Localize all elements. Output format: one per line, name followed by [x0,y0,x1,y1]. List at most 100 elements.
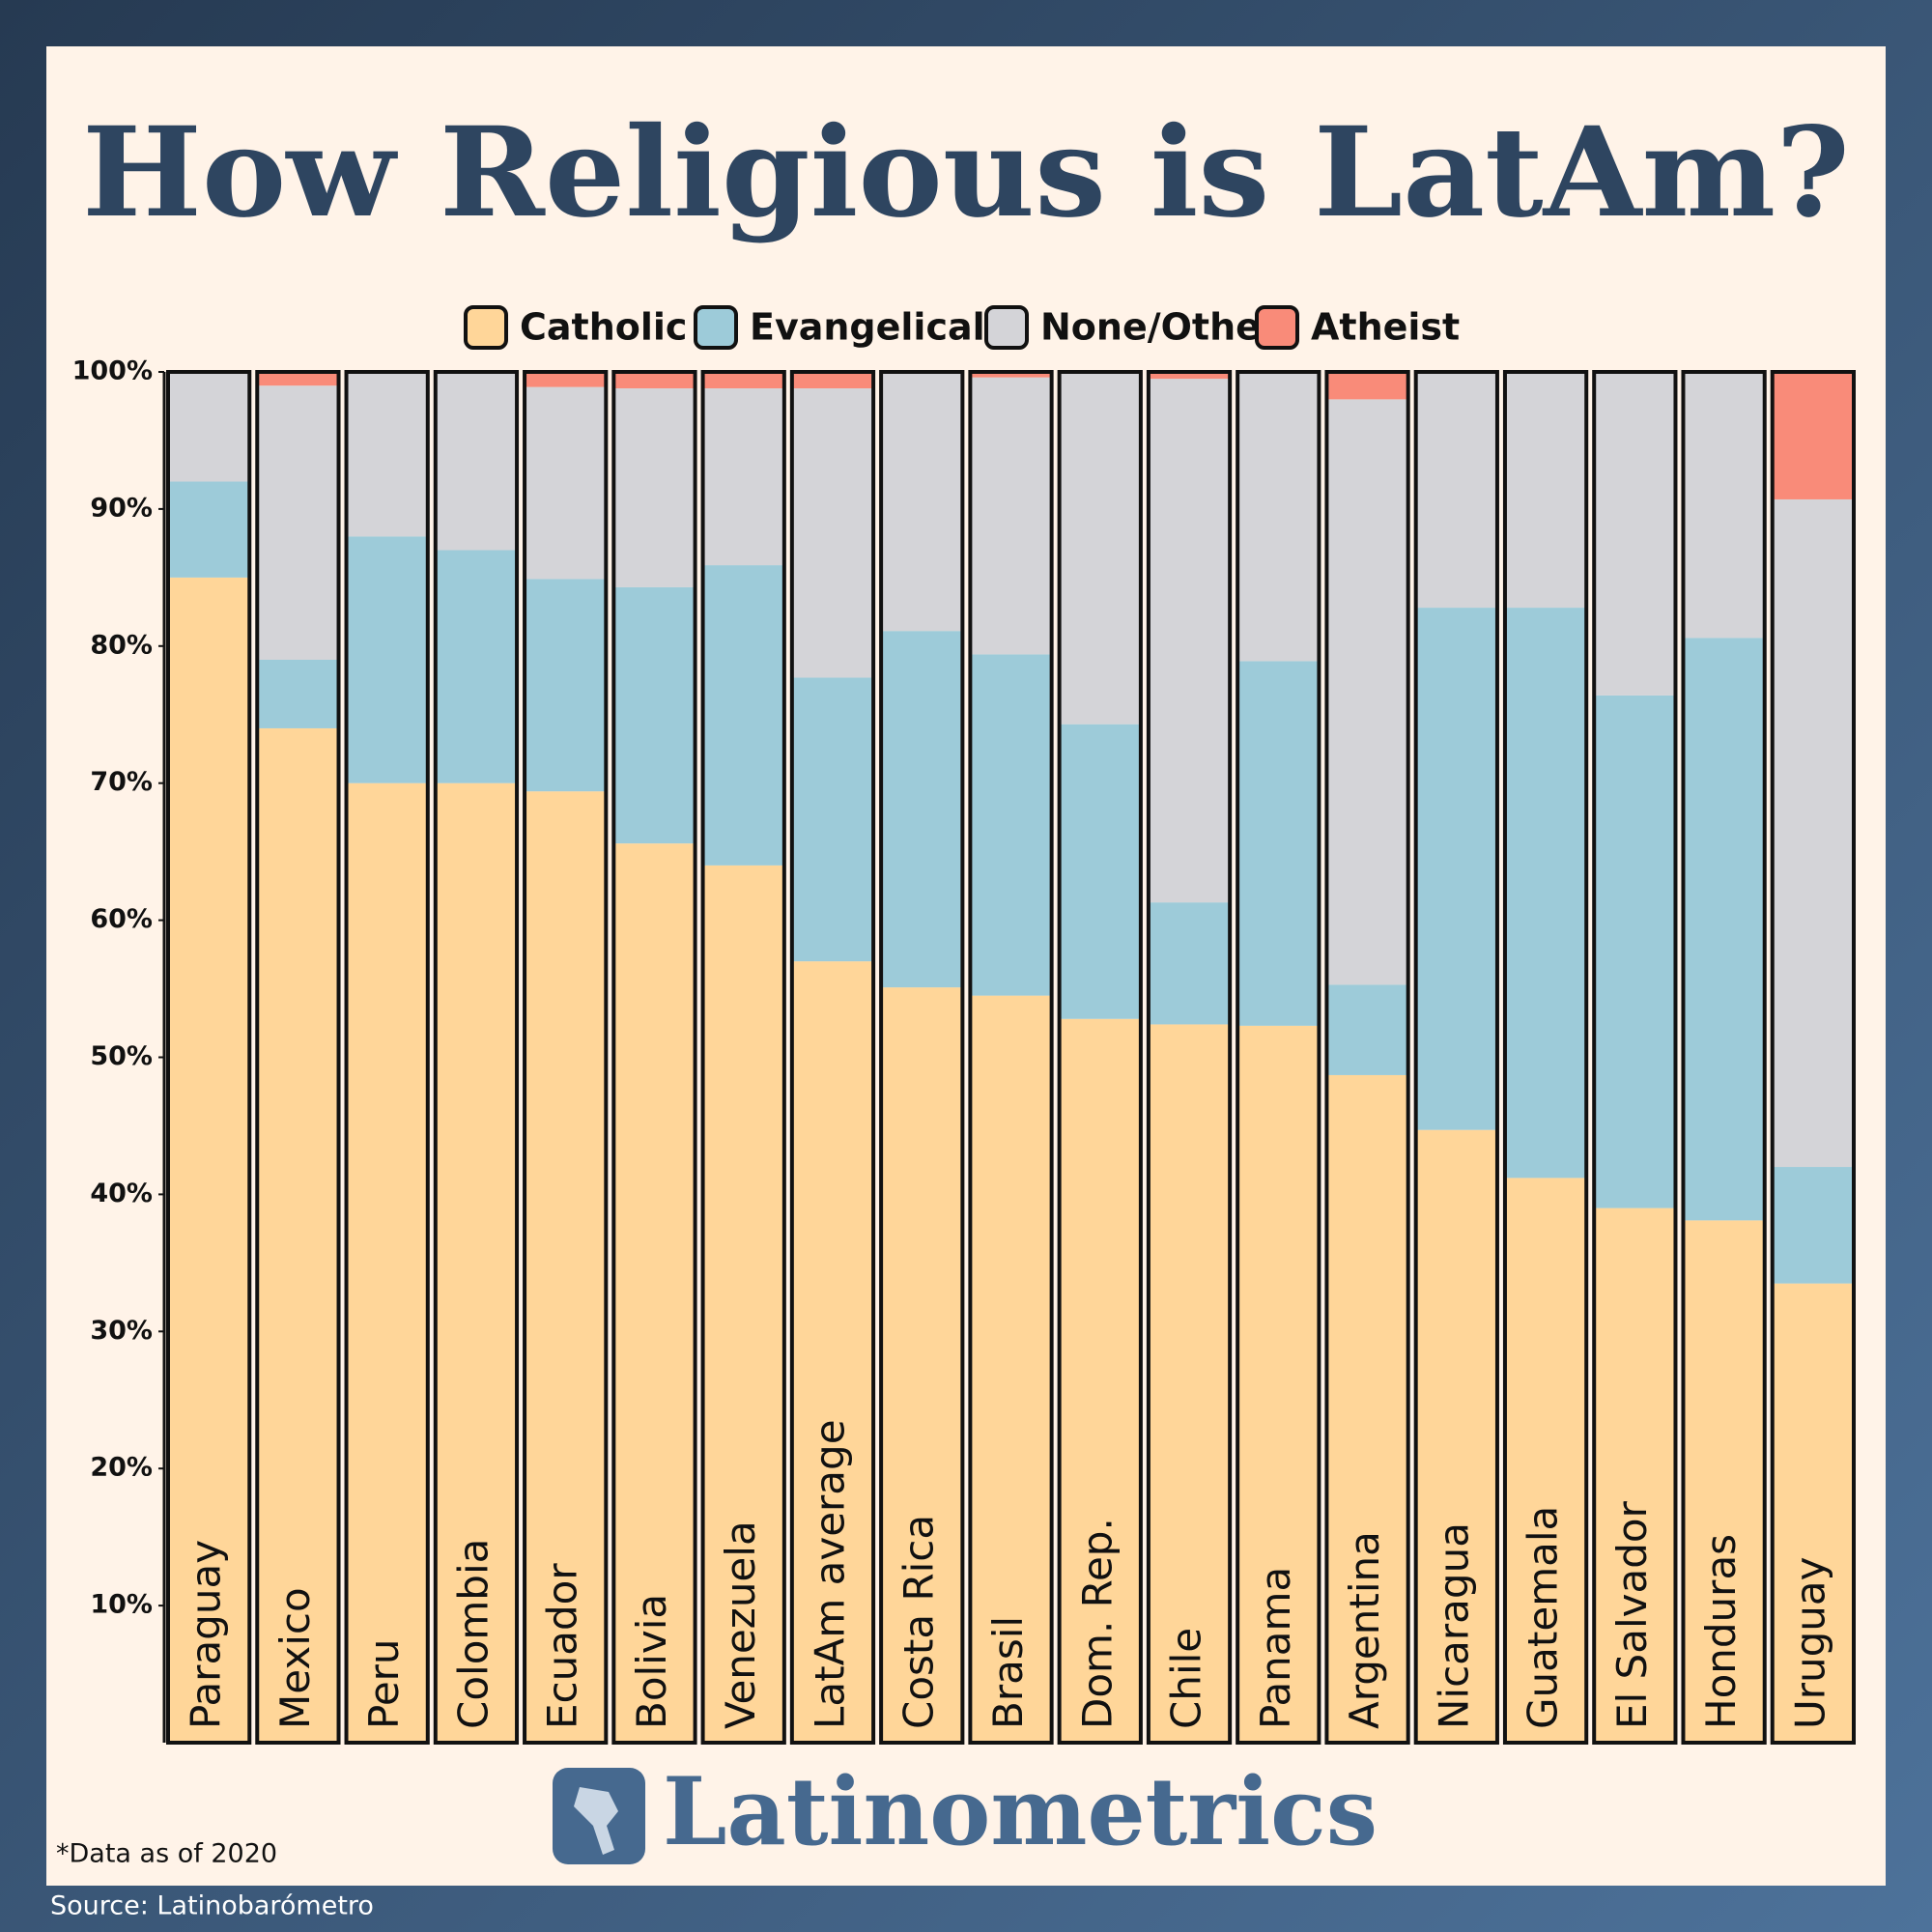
x-tick-label: Paraguay [183,1540,230,1729]
x-tick-label: Chile [1163,1628,1210,1729]
bar-segment [613,388,696,587]
bar-segment [1148,1024,1231,1743]
bar-segment [1326,984,1408,1075]
bar-segment [791,677,874,962]
legend-swatch [984,305,1029,350]
x-tick-label: Nicaragua [1430,1522,1477,1729]
bar-segment [1415,1129,1497,1743]
bar-segment [1504,608,1587,1179]
y-tick-label: 70% [90,767,153,797]
x-tick-label: Uruguay [1786,1557,1833,1730]
bar-segment [257,659,339,728]
bar-frame [344,370,430,1745]
legend-swatch [694,305,738,350]
bar-segment [1237,661,1320,1026]
x-tick-label: Venezuela [717,1520,764,1729]
bar-segment [435,782,518,1743]
bar-segment [346,782,428,1743]
bar-segment [970,377,1052,655]
bar-segment [1415,372,1497,609]
bar-segment [613,586,696,844]
bar-frame [700,370,786,1745]
bar-segment [1237,372,1320,662]
x-tick-label: Mexico [271,1587,319,1729]
y-tick-label: 90% [90,493,153,523]
bar-segment [525,386,607,580]
bar-segment [257,385,339,660]
legend-label: Catholic [520,306,687,349]
brand-logo: Latinometrics [553,1757,1378,1866]
bar-segment [346,536,428,783]
bar-segment [881,631,963,988]
bar-segment [702,865,784,1743]
bar-segment [1772,1167,1854,1284]
bar-frame [1324,370,1410,1745]
logo-map [574,1787,618,1855]
bar-frame [611,370,697,1745]
bar-frame [523,370,609,1745]
bar-segment [1326,399,1408,985]
bar-frame [433,370,520,1745]
y-tick-label: 10% [90,1590,153,1620]
bar-segment [525,791,607,1743]
bar-segment [702,388,784,566]
source: Source: Latinobarómetro [50,1891,374,1921]
x-tick-label: Ecuador [539,1563,586,1729]
bar-frame [1146,370,1233,1745]
x-tick-label: Bolivia [628,1594,675,1729]
bar-segment [1059,372,1141,724]
bar-segment [346,372,428,537]
bar-segment [257,372,339,386]
bar-segment [1504,372,1587,609]
bar-segment [257,727,339,1744]
bar-segment [1148,372,1231,380]
bar-segment [1683,372,1765,639]
bar-segment [970,372,1052,378]
bar-segment [435,550,518,783]
legend-label: Evangelical [750,306,985,349]
bar-segment [1148,902,1231,1025]
bar-segment [168,577,250,1743]
bar-frame [789,370,876,1745]
bar-segment [1415,608,1497,1130]
x-tick-label: El Salvador [1608,1500,1656,1729]
bar-segment [1504,1178,1587,1743]
legend-label: Atheist [1311,306,1460,349]
bar-frame [1057,370,1143,1745]
x-tick-label: Peru [360,1638,408,1729]
bar-segment [1683,1220,1765,1743]
bar-frame [879,370,965,1745]
legend-label: None/Other [1040,306,1279,349]
footnote: *Data as of 2020 [56,1839,277,1869]
bar-segment [881,372,963,632]
bar-segment [1326,1074,1408,1743]
bar-segment [1594,372,1676,696]
bar-segment [1594,1208,1676,1743]
bar-segment [1326,372,1408,400]
x-tick-label: Brasil [984,1616,1032,1729]
bar-frame [1770,370,1856,1745]
bar-frame [968,370,1054,1745]
x-tick-label: Colombia [449,1539,497,1729]
legend-swatch [464,305,508,350]
bar-frame [1413,370,1499,1745]
bar-frame [1236,370,1321,1745]
bar-segment [970,995,1052,1743]
bar-segment [1059,724,1141,1019]
bar-segment [702,372,784,389]
bar-segment [791,961,874,1743]
x-tick-label: Costa Rica [895,1515,943,1729]
bar-segment [525,372,607,387]
bar-frame [1592,370,1678,1745]
bar-segment [1683,638,1765,1221]
bar-frame [1502,370,1589,1745]
bar-segment [168,372,250,482]
y-tick-label: 30% [90,1316,153,1346]
bar-frame [166,370,252,1745]
y-tick-label: 40% [90,1179,153,1208]
bar-segment [1237,1025,1320,1743]
bar-segment [435,372,518,551]
bar-segment [791,372,874,389]
